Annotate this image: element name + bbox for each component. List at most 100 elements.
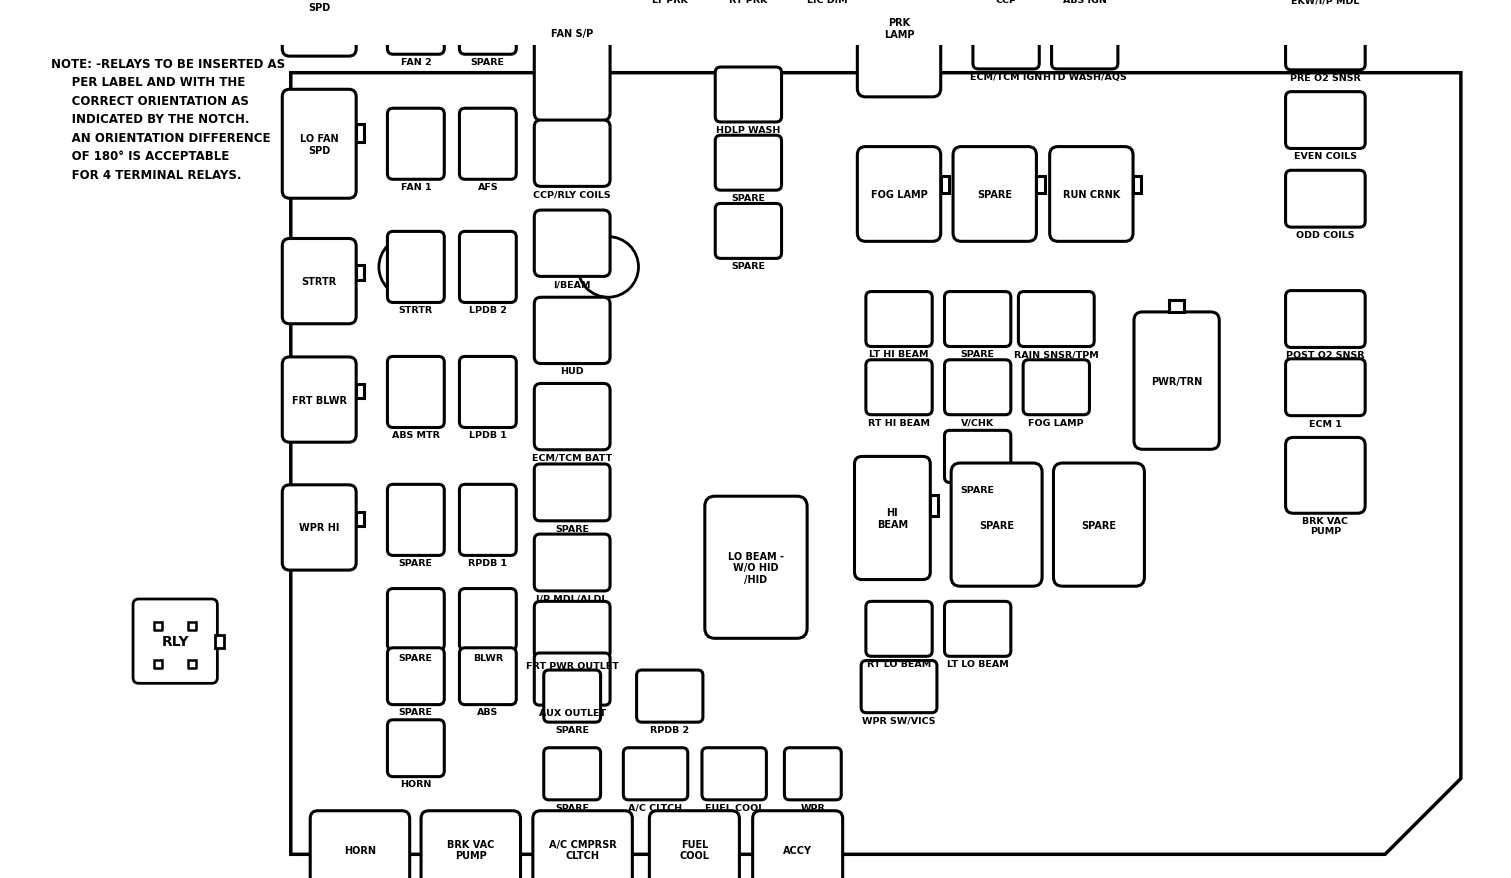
Text: WPR SW/VICS: WPR SW/VICS xyxy=(863,716,935,724)
FancyBboxPatch shape xyxy=(459,589,517,651)
Bar xyxy=(357,125,364,143)
Text: LT PRK: LT PRK xyxy=(651,0,688,5)
Text: FUEL
COOL: FUEL COOL xyxy=(680,838,709,860)
Text: FRT PWR OUTLET: FRT PWR OUTLET xyxy=(526,661,618,670)
FancyBboxPatch shape xyxy=(944,601,1011,657)
FancyBboxPatch shape xyxy=(535,464,610,522)
Bar xyxy=(941,4,949,27)
FancyBboxPatch shape xyxy=(784,748,842,800)
Text: FOG LAMP: FOG LAMP xyxy=(1029,418,1083,427)
FancyBboxPatch shape xyxy=(953,148,1037,242)
FancyBboxPatch shape xyxy=(752,810,843,878)
FancyBboxPatch shape xyxy=(973,15,1040,70)
Text: SPARE: SPARE xyxy=(979,520,1014,530)
Text: HI FAN
SPD: HI FAN SPD xyxy=(301,0,337,13)
Text: RUN CRNK: RUN CRNK xyxy=(1062,190,1120,199)
Bar xyxy=(357,266,364,281)
Text: FAN 2: FAN 2 xyxy=(400,58,431,67)
FancyBboxPatch shape xyxy=(857,0,941,97)
Text: A/C CMPRSR
CLTCH: A/C CMPRSR CLTCH xyxy=(548,838,616,860)
FancyBboxPatch shape xyxy=(283,0,357,57)
FancyBboxPatch shape xyxy=(1052,15,1118,70)
Text: SPARE: SPARE xyxy=(399,708,432,716)
Text: LIC DIM: LIC DIM xyxy=(807,0,848,5)
Text: WPR HI: WPR HI xyxy=(299,523,340,533)
Text: SPARE: SPARE xyxy=(1082,520,1117,530)
Bar xyxy=(357,0,364,1)
FancyBboxPatch shape xyxy=(715,68,781,123)
Text: LO FAN
SPD: LO FAN SPD xyxy=(299,133,338,155)
Text: SPARE: SPARE xyxy=(471,58,505,67)
FancyBboxPatch shape xyxy=(283,357,357,443)
Text: ABS MTR: ABS MTR xyxy=(391,431,440,440)
Bar xyxy=(1037,177,1044,193)
Text: ECM/TCM BATT: ECM/TCM BATT xyxy=(532,453,612,462)
FancyBboxPatch shape xyxy=(855,457,931,579)
Text: HDLP WASH: HDLP WASH xyxy=(716,126,781,134)
FancyBboxPatch shape xyxy=(533,810,632,878)
Text: AFS: AFS xyxy=(477,183,499,192)
FancyBboxPatch shape xyxy=(535,653,610,705)
Text: FAN S/P: FAN S/P xyxy=(552,29,594,39)
FancyBboxPatch shape xyxy=(283,239,357,324)
FancyBboxPatch shape xyxy=(944,360,1011,415)
FancyBboxPatch shape xyxy=(459,0,517,55)
FancyBboxPatch shape xyxy=(387,357,444,428)
Text: BRK VAC
PUMP: BRK VAC PUMP xyxy=(447,838,494,860)
Text: WPR: WPR xyxy=(801,802,825,812)
FancyBboxPatch shape xyxy=(387,589,444,651)
Text: STRTR: STRTR xyxy=(399,306,434,315)
Text: SPARE: SPARE xyxy=(399,558,432,567)
FancyBboxPatch shape xyxy=(1286,14,1364,71)
Text: HORN: HORN xyxy=(345,845,376,854)
FancyBboxPatch shape xyxy=(715,136,781,191)
FancyBboxPatch shape xyxy=(715,205,781,259)
FancyBboxPatch shape xyxy=(535,121,610,187)
FancyBboxPatch shape xyxy=(1286,438,1364,514)
FancyBboxPatch shape xyxy=(387,0,444,55)
Text: EVEN COILS: EVEN COILS xyxy=(1293,152,1357,162)
FancyBboxPatch shape xyxy=(387,720,444,777)
Text: ECM/TCM IGN: ECM/TCM IGN xyxy=(970,73,1043,82)
Circle shape xyxy=(379,237,440,298)
FancyBboxPatch shape xyxy=(1018,292,1094,347)
Text: I/BEAM: I/BEAM xyxy=(553,280,591,289)
FancyBboxPatch shape xyxy=(535,384,610,450)
Text: RAIN SNSR/TPM: RAIN SNSR/TPM xyxy=(1014,350,1098,359)
Text: HI
BEAM: HI BEAM xyxy=(876,507,908,529)
FancyBboxPatch shape xyxy=(1023,360,1089,415)
FancyBboxPatch shape xyxy=(1133,313,1219,450)
Text: CCP: CCP xyxy=(996,0,1017,5)
Text: ACCY: ACCY xyxy=(783,845,811,854)
FancyBboxPatch shape xyxy=(544,670,600,723)
Text: PRE O2 SNSR: PRE O2 SNSR xyxy=(1290,74,1361,83)
Text: FOG LAMP: FOG LAMP xyxy=(870,190,928,199)
Text: ABS: ABS xyxy=(477,708,499,716)
FancyBboxPatch shape xyxy=(387,232,444,303)
FancyBboxPatch shape xyxy=(459,109,517,180)
Text: SPARE: SPARE xyxy=(731,194,766,203)
FancyBboxPatch shape xyxy=(703,748,766,800)
Text: PWR/TRN: PWR/TRN xyxy=(1151,376,1203,386)
FancyBboxPatch shape xyxy=(459,648,517,705)
FancyBboxPatch shape xyxy=(387,109,444,180)
FancyBboxPatch shape xyxy=(1286,171,1364,228)
Text: FAN 1: FAN 1 xyxy=(400,183,431,192)
FancyBboxPatch shape xyxy=(535,211,610,277)
Text: SPARE: SPARE xyxy=(555,524,589,533)
Bar xyxy=(931,496,938,516)
Text: CCP/RLY COILS: CCP/RLY COILS xyxy=(533,190,610,199)
Text: SPARE: SPARE xyxy=(961,486,994,494)
FancyBboxPatch shape xyxy=(1050,148,1133,242)
Text: LT HI BEAM: LT HI BEAM xyxy=(869,350,929,359)
Bar xyxy=(357,512,364,527)
Text: SPARE: SPARE xyxy=(731,262,766,271)
Bar xyxy=(1133,177,1141,193)
Text: RPDB 2: RPDB 2 xyxy=(650,725,689,734)
Text: BRK VAC
PUMP: BRK VAC PUMP xyxy=(1302,516,1348,536)
FancyBboxPatch shape xyxy=(704,497,807,638)
FancyBboxPatch shape xyxy=(310,810,409,878)
FancyBboxPatch shape xyxy=(944,292,1011,347)
FancyBboxPatch shape xyxy=(459,485,517,556)
FancyBboxPatch shape xyxy=(1286,359,1364,416)
